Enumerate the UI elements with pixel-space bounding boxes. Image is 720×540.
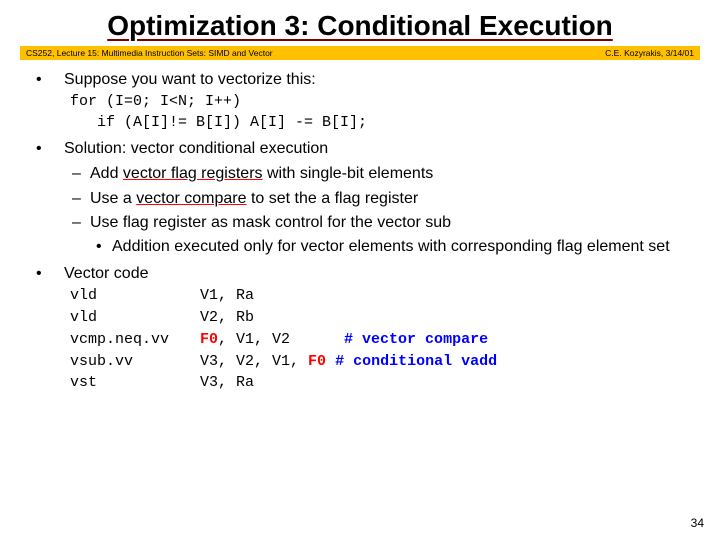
sub-item-3-text: Use flag register as mask control for th…: [90, 211, 451, 234]
dash-mark: –: [72, 162, 90, 185]
vcode-row-1: vld V1, Ra: [70, 285, 690, 307]
vcode-row-3: vcmp.neq.vv F0, V1, V2 # vector compare: [70, 329, 690, 351]
slide: Optimization 3: Conditional Execution CS…: [0, 0, 720, 394]
sub-item-1-text: Add vector flag registers with single-bi…: [90, 162, 433, 185]
sub-item-1: – Add vector flag registers with single-…: [72, 162, 690, 185]
t: with single-bit elements: [263, 165, 434, 182]
underlined-term: vector flag registers: [123, 165, 263, 182]
t: Use a: [90, 190, 136, 207]
operands: V3, Ra: [200, 372, 690, 394]
mnemonic: vld: [70, 307, 200, 329]
vcode-row-4: vsub.vv V3, V2, V1, F0 # conditional vad…: [70, 351, 690, 373]
operands: F0, V1, V2 # vector compare: [200, 329, 690, 351]
flag-reg: F0: [308, 353, 326, 370]
dot-mark: •: [96, 235, 112, 258]
sub-item-2: – Use a vector compare to set the a flag…: [72, 187, 690, 210]
bullet-2: • Solution: vector conditional execution: [30, 137, 690, 160]
bullet-mark: •: [30, 137, 64, 160]
bullet-2-text: Solution: vector conditional execution: [64, 137, 690, 160]
operands: V1, Ra: [200, 285, 690, 307]
comment: # conditional vadd: [335, 353, 497, 370]
slide-title: Optimization 3: Conditional Execution: [30, 10, 690, 42]
underlined-term: vector compare: [136, 190, 246, 207]
operands: V3, V2, V1, F0 # conditional vadd: [200, 351, 690, 373]
comment: # vector compare: [344, 331, 488, 348]
subsub-text: Addition executed only for vector elemen…: [112, 235, 670, 258]
vector-code: vld V1, Ra vld V2, Rb vcmp.neq.vv F0, V1…: [70, 285, 690, 394]
t: Add: [90, 165, 123, 182]
subsub-item: • Addition executed only for vector elem…: [96, 235, 690, 258]
t: V3, V2, V1,: [200, 353, 308, 370]
banner-left: CS252, Lecture 15: Multimedia Instructio…: [26, 48, 273, 58]
sub-list: – Add vector flag registers with single-…: [72, 162, 690, 258]
operands: V2, Rb: [200, 307, 690, 329]
mnemonic: vcmp.neq.vv: [70, 329, 200, 351]
mnemonic: vld: [70, 285, 200, 307]
t: , V1, V2: [218, 331, 344, 348]
vcode-row-5: vst V3, Ra: [70, 372, 690, 394]
dash-mark: –: [72, 187, 90, 210]
bullet-mark: •: [30, 262, 64, 285]
bullet-mark: •: [30, 68, 64, 91]
code-line-2: if (A[I]!= B[I]) A[I] -= B[I];: [70, 114, 367, 131]
bullet-1-text: Suppose you want to vectorize this:: [64, 68, 690, 91]
content: • Suppose you want to vectorize this: fo…: [30, 68, 690, 394]
dash-mark: –: [72, 211, 90, 234]
flag-reg: F0: [200, 331, 218, 348]
banner-right: C.E. Kozyrakis, 3/14/01: [605, 48, 694, 58]
bullet-3: • Vector code: [30, 262, 690, 285]
t: to set the a flag register: [247, 190, 419, 207]
sub-item-2-text: Use a vector compare to set the a flag r…: [90, 187, 418, 210]
bullet-3-text: Vector code: [64, 262, 690, 285]
vcode-row-2: vld V2, Rb: [70, 307, 690, 329]
mnemonic: vst: [70, 372, 200, 394]
bullet-1: • Suppose you want to vectorize this:: [30, 68, 690, 91]
page-number: 34: [691, 516, 704, 530]
code-line-1: for (I=0; I<N; I++): [70, 93, 241, 110]
mnemonic: vsub.vv: [70, 351, 200, 373]
sub-item-3: – Use flag register as mask control for …: [72, 211, 690, 234]
t: [326, 353, 335, 370]
code-block-1: for (I=0; I<N; I++) if (A[I]!= B[I]) A[I…: [70, 91, 690, 133]
header-banner: CS252, Lecture 15: Multimedia Instructio…: [20, 46, 700, 60]
